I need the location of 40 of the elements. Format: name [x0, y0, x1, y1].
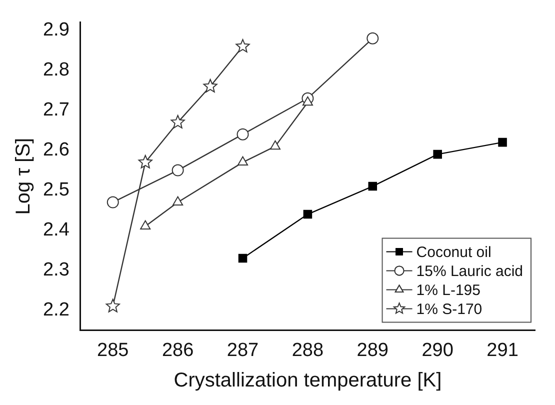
legend-label: 1% S-170 — [416, 300, 482, 318]
point — [498, 138, 507, 147]
x-tick-label: 286 — [162, 340, 194, 361]
point — [270, 140, 280, 150]
point — [203, 78, 218, 92]
point — [172, 164, 184, 176]
y-tick-label: 2.7 — [42, 100, 70, 121]
y-tick-label: 2.6 — [42, 140, 70, 161]
point — [140, 220, 151, 230]
point — [236, 39, 250, 52]
point — [106, 298, 120, 312]
point — [238, 156, 248, 166]
point — [302, 96, 313, 106]
point — [172, 196, 184, 206]
x-tick-label: 287 — [226, 340, 259, 361]
x-tick-label: 290 — [422, 340, 454, 361]
y-tick-label: 2.9 — [42, 20, 70, 41]
point — [303, 210, 312, 219]
x-tick-label: 288 — [292, 340, 324, 361]
legend-label: 15% Lauric acid — [416, 262, 524, 280]
legend-label: Coconut oil — [416, 244, 492, 261]
x-axis-title: Crystallization temperature [K] — [174, 370, 442, 392]
point — [106, 196, 119, 208]
y-tick-label: 2.4 — [42, 220, 70, 240]
y-tick-label: 2.2 — [42, 299, 70, 320]
x-tick-label: 289 — [356, 340, 388, 361]
point — [366, 32, 379, 44]
x-tick-label: 291 — [486, 340, 518, 361]
y-tick-label: 2.5 — [42, 180, 70, 201]
y-tick-label: 2.3 — [42, 259, 70, 280]
point — [238, 254, 248, 263]
point — [236, 128, 249, 140]
y-axis-title: Log τ [S] — [12, 138, 35, 215]
point — [170, 114, 185, 128]
y-tick-label: 2.8 — [42, 60, 70, 81]
x-tick-label: 285 — [97, 340, 129, 361]
legend-label: 1% L-195 — [416, 282, 480, 299]
point — [433, 150, 442, 159]
point — [368, 182, 378, 191]
point — [138, 154, 152, 168]
